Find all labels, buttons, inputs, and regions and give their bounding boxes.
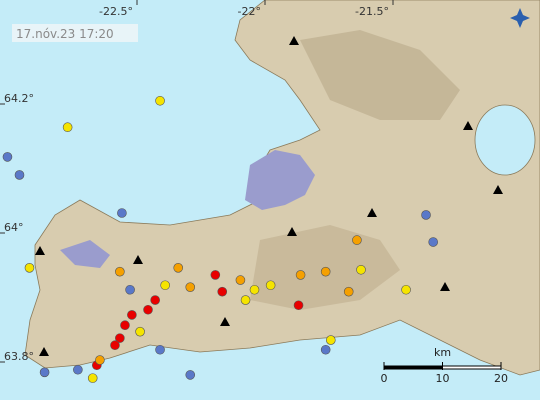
station xyxy=(367,208,377,217)
earthquake xyxy=(125,284,135,295)
earthquake xyxy=(120,320,130,331)
lake xyxy=(474,104,536,176)
scale-unit: km xyxy=(434,346,451,359)
highland xyxy=(300,30,460,120)
scale-label: 0 xyxy=(381,372,388,385)
urban-area xyxy=(60,240,110,268)
earthquake xyxy=(62,122,73,133)
earthquake xyxy=(217,286,228,297)
earthquake xyxy=(110,340,120,351)
earthquake xyxy=(14,170,25,180)
earthquake xyxy=(401,284,411,295)
earthquake xyxy=(210,270,221,280)
timestamp: 17.nóv.23 17:20 xyxy=(16,27,114,41)
stations xyxy=(35,36,503,356)
earthquake xyxy=(343,286,354,297)
longitude-label: -22.5° xyxy=(99,5,133,18)
earthquake xyxy=(160,280,170,291)
scale-label: 10 xyxy=(436,372,450,385)
earthquake xyxy=(150,295,160,305)
earthquake xyxy=(115,333,125,343)
station xyxy=(493,185,503,194)
compass xyxy=(510,8,530,28)
earthquake xyxy=(240,295,251,305)
station xyxy=(39,347,49,356)
urban-area xyxy=(245,150,315,210)
station xyxy=(463,121,473,130)
earthquake xyxy=(135,326,145,337)
earthquake xyxy=(352,235,362,245)
earthquake xyxy=(73,364,83,375)
earthquake xyxy=(235,275,246,285)
compass-icon xyxy=(510,8,530,28)
earthquake xyxy=(320,266,331,277)
earthquake xyxy=(95,355,105,365)
earthquake xyxy=(155,95,165,106)
earthquake xyxy=(421,210,431,220)
earthquake xyxy=(428,237,438,247)
station xyxy=(289,36,299,45)
earthquake xyxy=(117,208,127,218)
latitude-label: 63.8° xyxy=(4,350,34,363)
latitude-label: 64.2° xyxy=(4,92,34,105)
earthquake xyxy=(293,300,304,311)
earthquake xyxy=(127,310,137,320)
earthquake xyxy=(249,284,260,295)
earthquake xyxy=(115,266,125,277)
scale-bar-segment xyxy=(384,366,443,369)
earthquake xyxy=(185,282,196,292)
earthquake xyxy=(295,270,306,280)
latitude-label: 64° xyxy=(4,221,24,234)
station xyxy=(35,246,45,255)
earthquake xyxy=(173,263,184,273)
earthquake xyxy=(2,152,13,162)
earthquake xyxy=(325,335,336,345)
timestamp-box xyxy=(12,24,138,42)
earthquake xyxy=(356,264,366,275)
station xyxy=(220,317,230,326)
longitude-label: -21.5° xyxy=(355,5,389,18)
earthquake xyxy=(265,280,276,291)
earthquake xyxy=(185,370,196,380)
earthquake xyxy=(155,344,165,355)
scale-label: 20 xyxy=(494,372,508,385)
station xyxy=(440,282,450,291)
station xyxy=(133,255,143,264)
earthquake xyxy=(87,373,98,383)
earthquake xyxy=(143,304,153,315)
earthquake xyxy=(320,344,331,355)
earthquake xyxy=(39,367,50,378)
longitude-label: -22° xyxy=(238,5,261,18)
earthquake xyxy=(24,263,35,273)
station xyxy=(287,227,297,236)
